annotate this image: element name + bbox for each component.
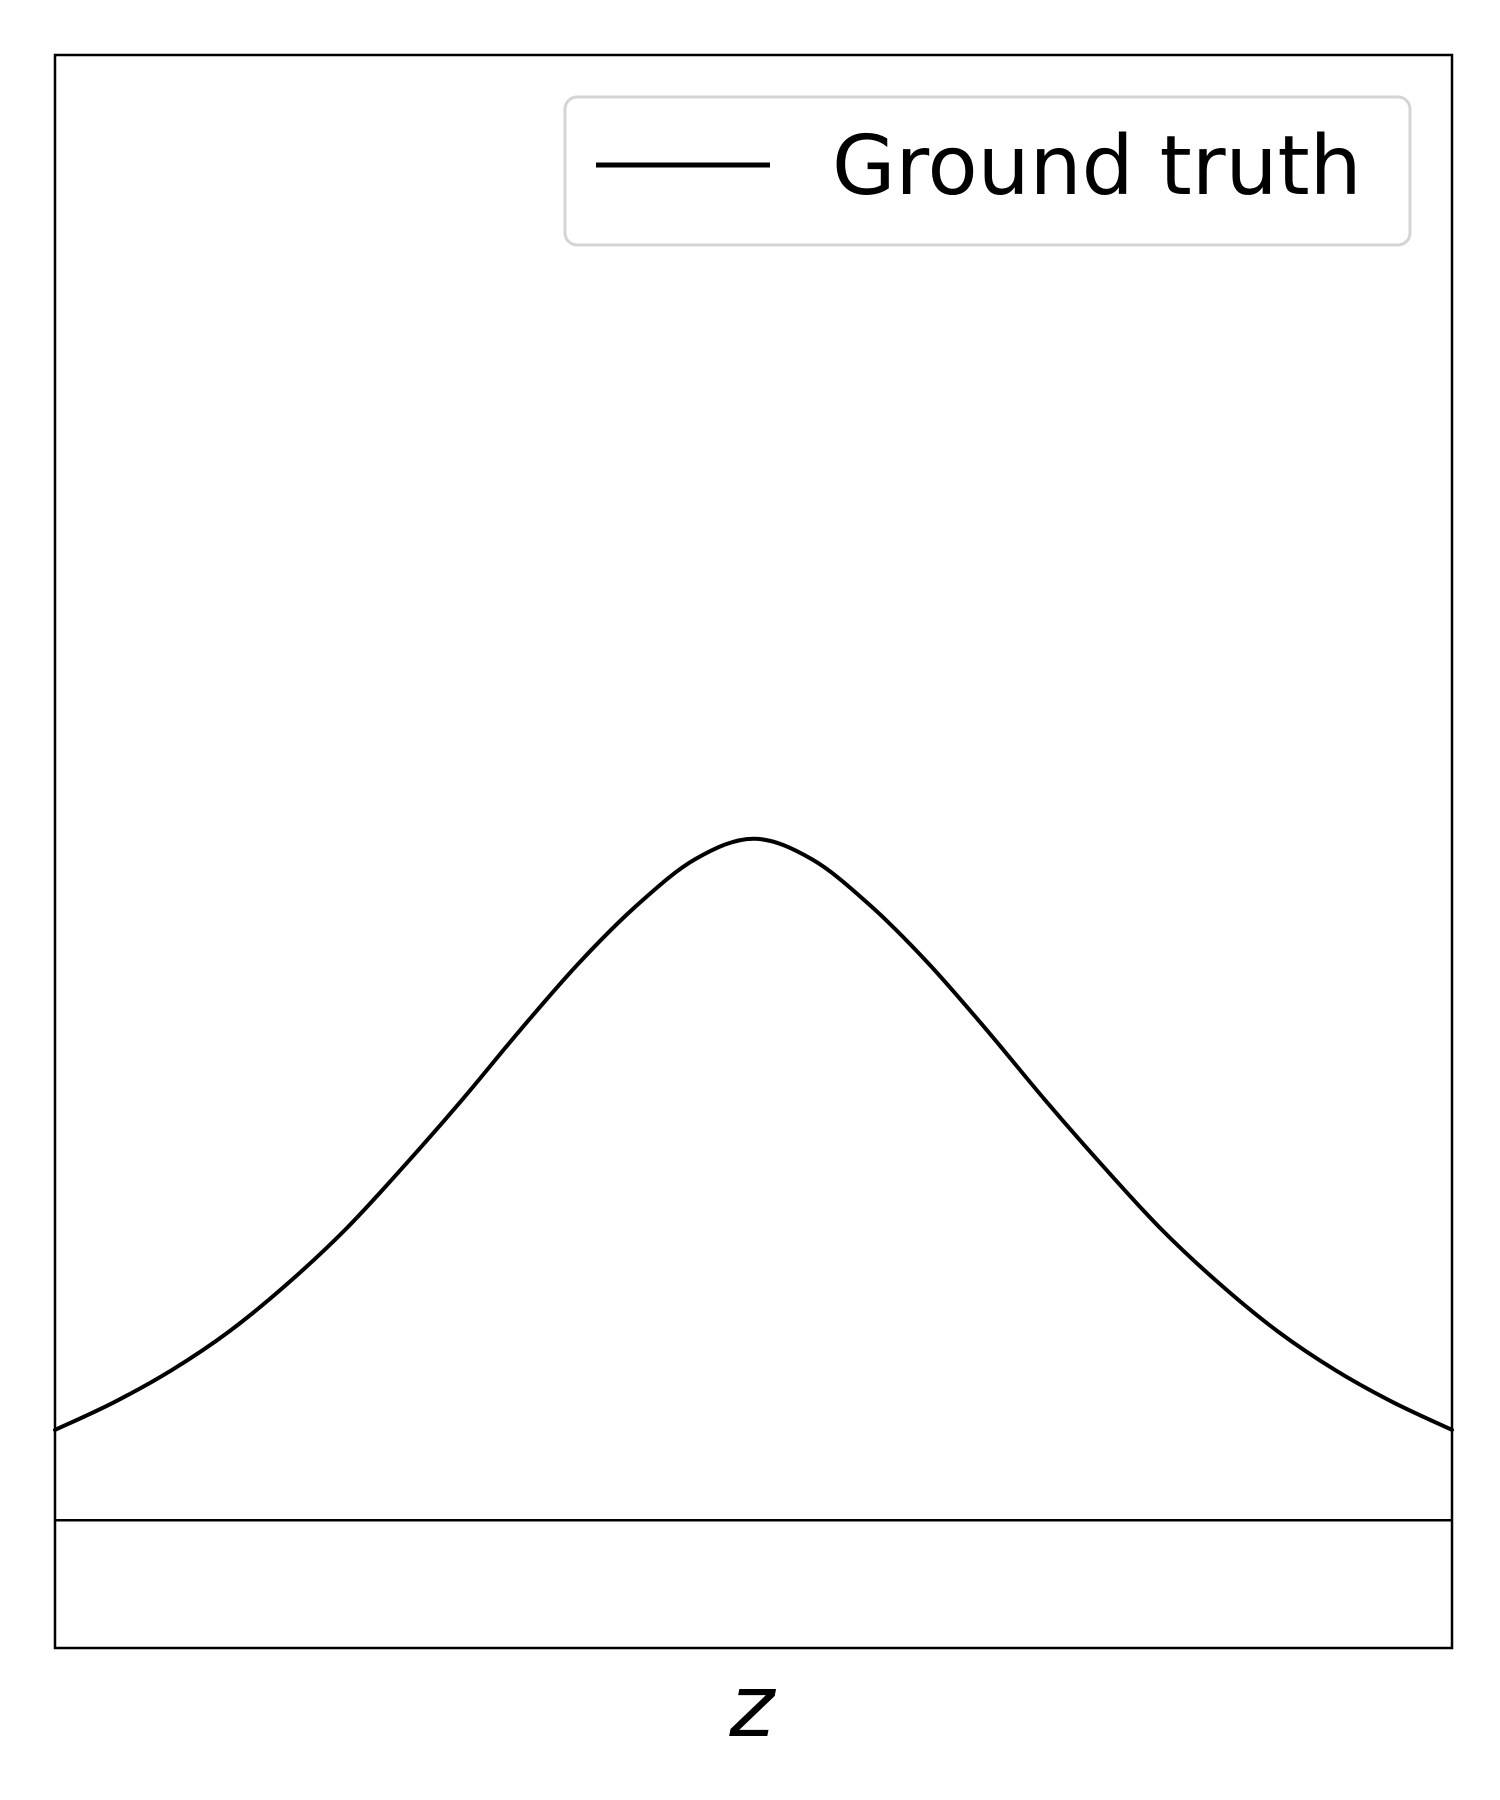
axes-frame: [53, 53, 1454, 1650]
legend-label-ground-truth: Ground truth: [832, 119, 1362, 214]
legend: Ground truth: [563, 95, 1412, 247]
plot-area: [53, 53, 1454, 1650]
series-line-ground-truth: [53, 836, 1454, 1432]
legend-box: [563, 95, 1412, 247]
x-axis-label: z: [728, 1657, 776, 1757]
